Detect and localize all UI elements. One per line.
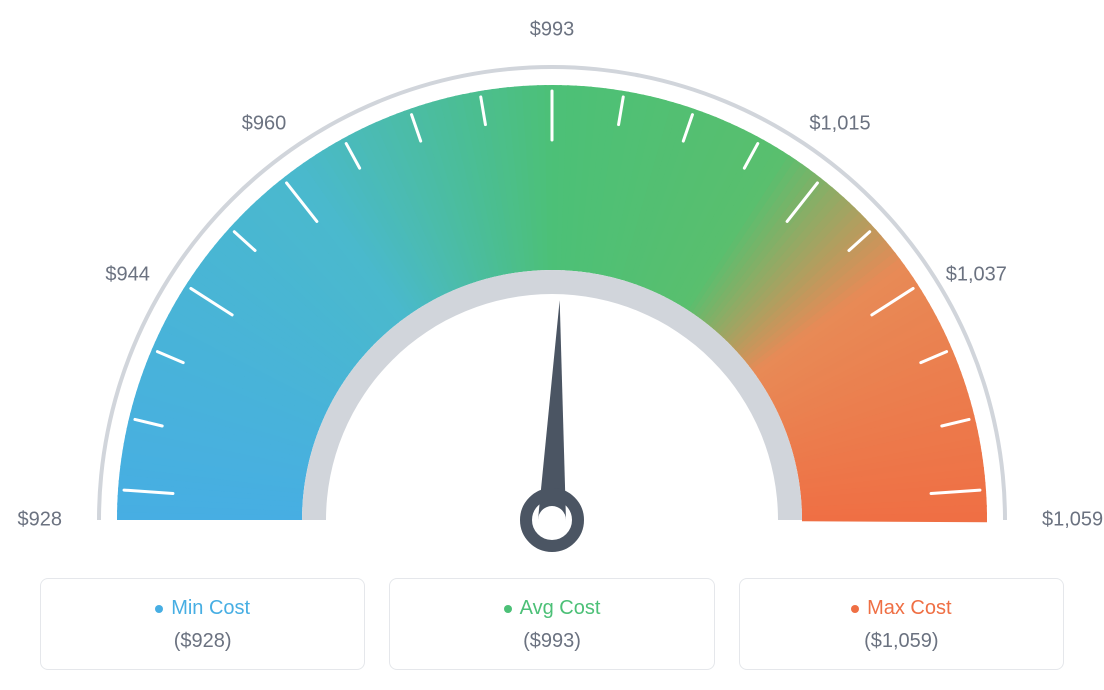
legend-label-min: Min Cost xyxy=(171,597,250,620)
legend-value-max: ($1,059) xyxy=(750,630,1053,653)
legend-label-max: Max Cost xyxy=(867,597,951,620)
legend-title-avg: Avg Cost xyxy=(504,597,601,620)
legend-title-min: Min Cost xyxy=(155,597,250,620)
legend-value-avg: ($993) xyxy=(400,630,703,653)
legend-dot-max xyxy=(851,605,859,613)
legend-title-max: Max Cost xyxy=(851,597,951,620)
gauge-tick-label: $960 xyxy=(242,112,287,135)
gauge-chart-container: $928 $944 $960 $993 $1,015 $1,037 $1,059 Min C… xyxy=(0,0,1104,690)
gauge-tick-label: $944 xyxy=(105,264,150,287)
gauge-tick-label: $993 xyxy=(530,19,575,42)
gauge-svg xyxy=(0,0,1104,560)
gauge-tick-label: $1,015 xyxy=(809,112,870,135)
gauge-area: $928 $944 $960 $993 $1,015 $1,037 $1,059 xyxy=(0,0,1104,560)
legend-value-min: ($928) xyxy=(51,630,354,653)
gauge-tick-label: $1,059 xyxy=(1042,509,1103,532)
legend-dot-min xyxy=(155,605,163,613)
legend-dot-avg xyxy=(504,605,512,613)
gauge-tick-label: $928 xyxy=(18,509,63,532)
gauge-tick-label: $1,037 xyxy=(946,264,1007,287)
legend-card-max: Max Cost ($1,059) xyxy=(739,578,1064,670)
legend-row: Min Cost ($928) Avg Cost ($993) Max Cost… xyxy=(40,578,1064,670)
legend-card-avg: Avg Cost ($993) xyxy=(389,578,714,670)
legend-label-avg: Avg Cost xyxy=(520,597,601,620)
legend-card-min: Min Cost ($928) xyxy=(40,578,365,670)
